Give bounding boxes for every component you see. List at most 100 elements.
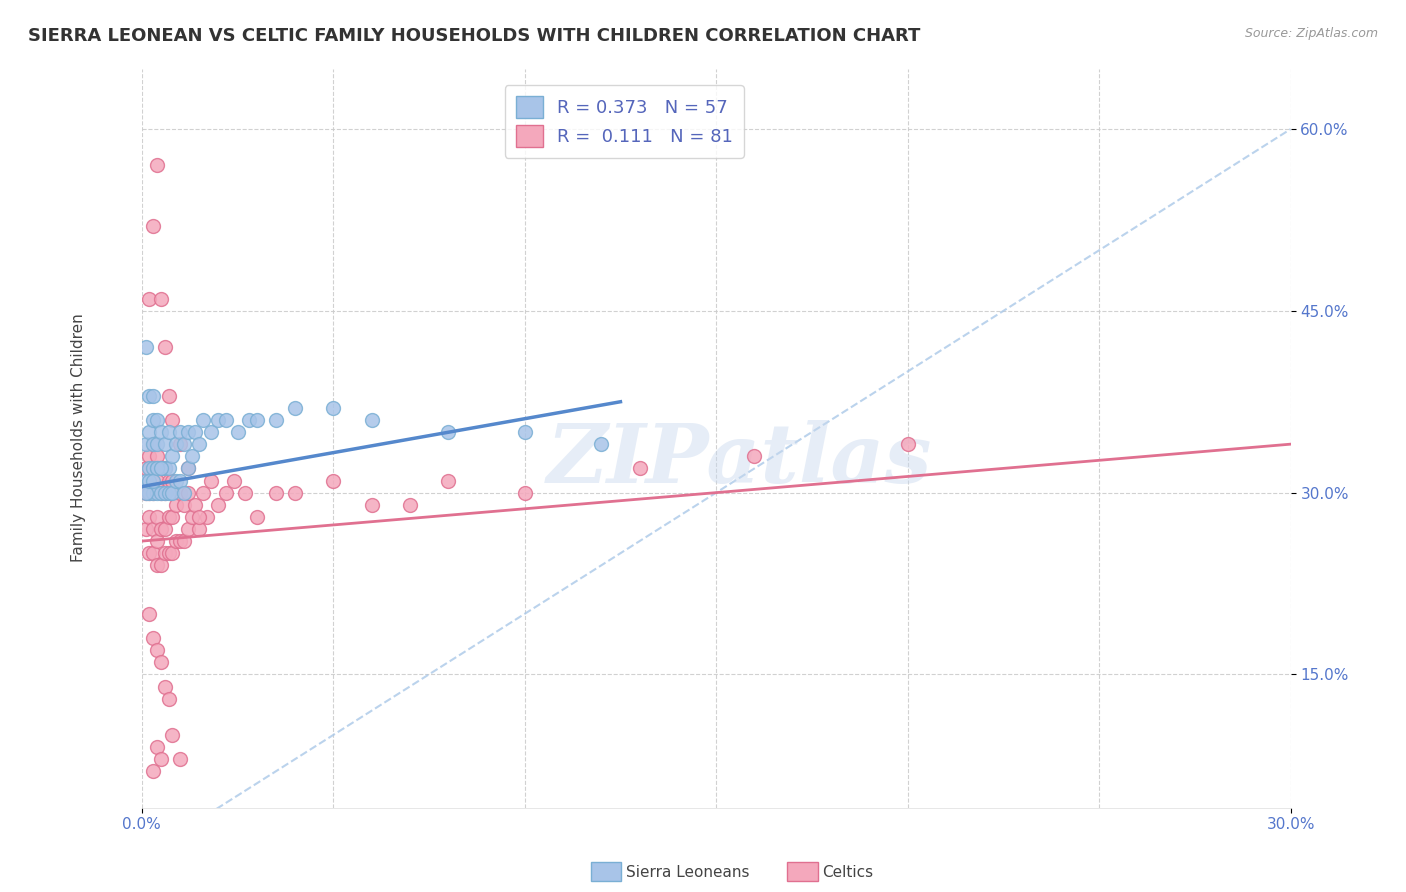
Point xyxy=(138,607,160,621)
Point xyxy=(153,546,176,560)
Point xyxy=(264,485,287,500)
Point xyxy=(162,413,184,427)
Point xyxy=(513,485,536,500)
Point xyxy=(138,461,160,475)
Point xyxy=(162,509,184,524)
Point xyxy=(146,461,169,475)
Point xyxy=(173,534,195,549)
Point xyxy=(360,498,382,512)
Point xyxy=(135,485,157,500)
Point xyxy=(180,450,202,464)
Point xyxy=(157,509,180,524)
Point xyxy=(177,522,200,536)
Point xyxy=(142,474,165,488)
Point xyxy=(188,522,211,536)
Point xyxy=(157,474,180,488)
Point xyxy=(169,425,191,439)
Point xyxy=(169,437,191,451)
Point xyxy=(233,485,256,500)
Point xyxy=(200,425,222,439)
Point xyxy=(138,450,160,464)
Text: Sierra Leoneans: Sierra Leoneans xyxy=(626,865,749,880)
Point xyxy=(173,437,195,451)
Text: Source: ZipAtlas.com: Source: ZipAtlas.com xyxy=(1244,27,1378,40)
Point xyxy=(138,474,160,488)
Point xyxy=(157,425,180,439)
Point xyxy=(157,546,180,560)
Point xyxy=(146,158,169,172)
Point xyxy=(149,461,172,475)
Point xyxy=(184,425,207,439)
Point xyxy=(149,522,172,536)
Point xyxy=(162,485,184,500)
Point xyxy=(437,425,460,439)
Point xyxy=(437,474,460,488)
Point xyxy=(180,509,202,524)
Point xyxy=(169,534,191,549)
Point xyxy=(149,558,172,573)
Point xyxy=(138,425,160,439)
Point xyxy=(149,292,172,306)
Point xyxy=(215,485,238,500)
Point xyxy=(222,474,245,488)
Point xyxy=(135,522,157,536)
Point xyxy=(162,450,184,464)
Point xyxy=(153,437,176,451)
Point xyxy=(165,437,187,451)
Point xyxy=(322,401,344,415)
Point xyxy=(897,437,920,451)
Point xyxy=(142,461,165,475)
Point xyxy=(591,437,613,451)
Point xyxy=(322,474,344,488)
Point xyxy=(177,461,200,475)
Legend: R = 0.373   N = 57, R =  0.111   N = 81: R = 0.373 N = 57, R = 0.111 N = 81 xyxy=(505,85,744,158)
Point xyxy=(157,691,180,706)
Point xyxy=(238,413,260,427)
Point xyxy=(284,485,307,500)
Point xyxy=(177,425,200,439)
Point xyxy=(162,474,184,488)
Point xyxy=(138,389,160,403)
Point xyxy=(138,485,160,500)
Point xyxy=(173,498,195,512)
Text: ZIPatlas: ZIPatlas xyxy=(547,420,932,500)
Point xyxy=(153,461,176,475)
Point xyxy=(135,437,157,451)
Point xyxy=(207,413,229,427)
Point xyxy=(149,461,172,475)
Point xyxy=(146,437,169,451)
Point xyxy=(200,474,222,488)
Point xyxy=(284,401,307,415)
Point xyxy=(142,437,165,451)
Point xyxy=(162,728,184,742)
Point xyxy=(153,461,176,475)
Point xyxy=(177,461,200,475)
Point xyxy=(142,219,165,233)
Point xyxy=(191,413,214,427)
Point xyxy=(142,485,165,500)
Point xyxy=(146,413,169,427)
Point xyxy=(177,485,200,500)
Point xyxy=(149,425,172,439)
Point xyxy=(226,425,249,439)
Point xyxy=(153,522,176,536)
Point xyxy=(149,461,172,475)
Point xyxy=(142,413,165,427)
Point xyxy=(135,474,157,488)
Point xyxy=(157,389,180,403)
Point xyxy=(169,752,191,766)
Point xyxy=(138,292,160,306)
Point xyxy=(135,461,157,475)
Y-axis label: Family Households with Children: Family Households with Children xyxy=(72,314,86,563)
Point xyxy=(149,752,172,766)
Point xyxy=(169,474,191,488)
Point xyxy=(146,534,169,549)
Point xyxy=(246,509,269,524)
Point xyxy=(188,437,211,451)
Point xyxy=(142,546,165,560)
Point xyxy=(146,740,169,755)
Point xyxy=(142,522,165,536)
Point xyxy=(153,485,176,500)
Point xyxy=(165,498,187,512)
Point xyxy=(146,558,169,573)
